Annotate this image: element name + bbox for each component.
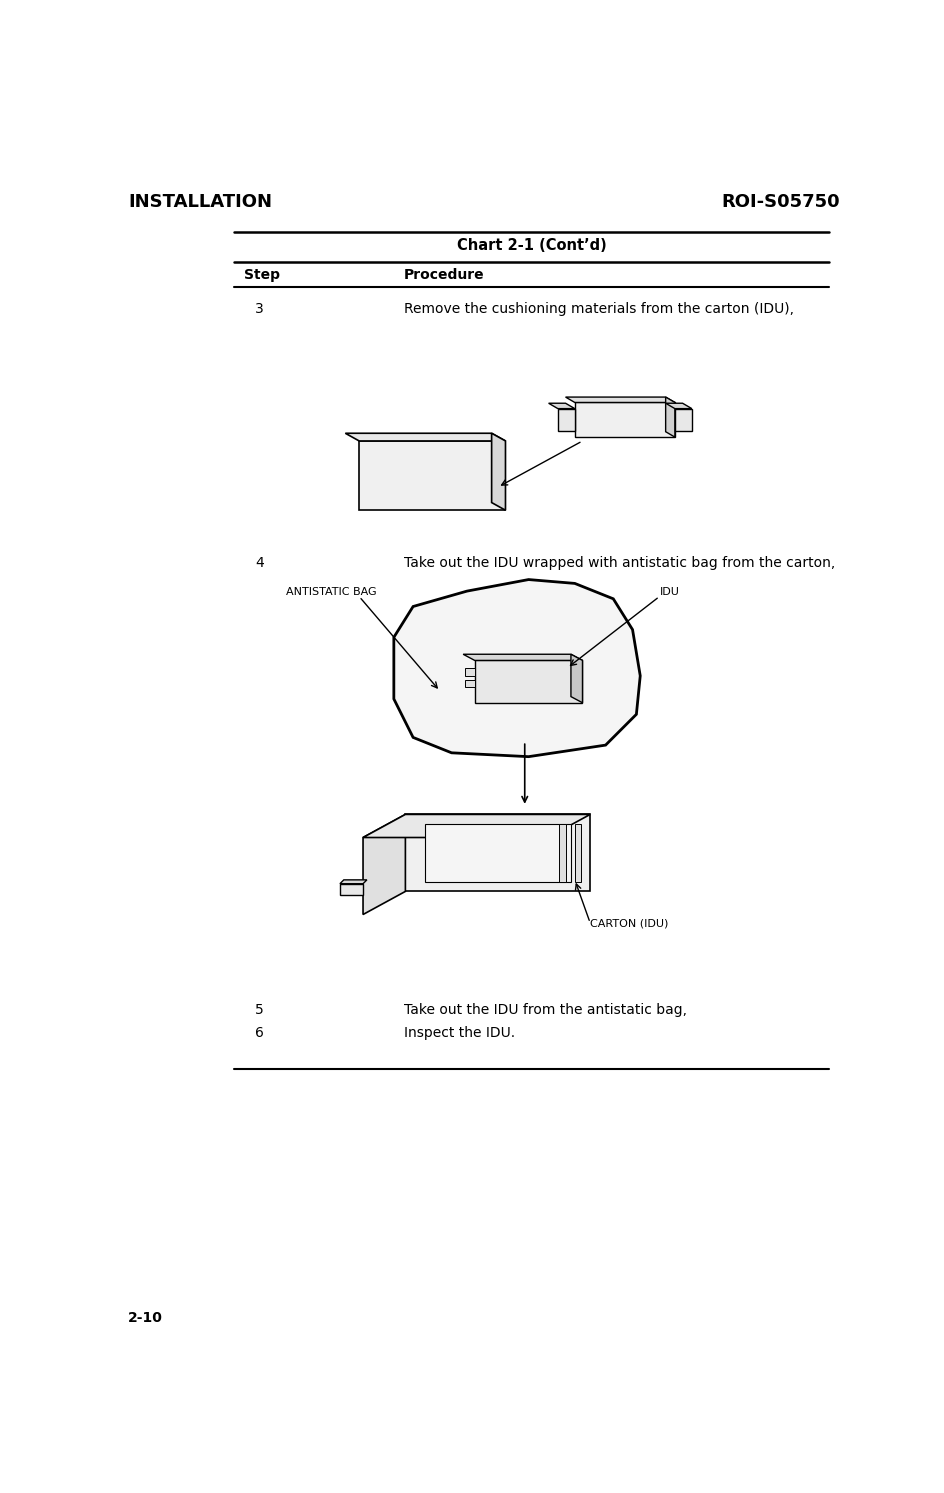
Text: ANTISTATIC BAG: ANTISTATIC BAG	[286, 587, 377, 597]
Text: IDU: IDU	[659, 587, 679, 597]
Polygon shape	[362, 814, 590, 838]
Polygon shape	[465, 667, 474, 676]
Text: Remove the cushioning materials from the carton (IDU),: Remove the cushioning materials from the…	[403, 303, 793, 317]
Text: 4: 4	[255, 557, 263, 570]
Polygon shape	[491, 433, 505, 511]
Polygon shape	[574, 824, 581, 882]
Text: Chart 2-1 (Cont’d): Chart 2-1 (Cont’d)	[456, 237, 606, 252]
Polygon shape	[345, 433, 505, 440]
Text: 2-10: 2-10	[128, 1311, 163, 1326]
Polygon shape	[362, 814, 405, 915]
Polygon shape	[394, 579, 640, 757]
Text: INSTALLATION: INSTALLATION	[128, 193, 272, 211]
Polygon shape	[557, 409, 574, 431]
Text: 5: 5	[255, 1003, 263, 1017]
Polygon shape	[665, 403, 691, 409]
Text: Take out the IDU wrapped with antistatic bag from the carton,: Take out the IDU wrapped with antistatic…	[403, 557, 834, 570]
Text: Take out the IDU from the antistatic bag,: Take out the IDU from the antistatic bag…	[403, 1003, 686, 1017]
Polygon shape	[548, 403, 574, 409]
Polygon shape	[340, 884, 362, 896]
Polygon shape	[405, 814, 590, 891]
Text: ROI-S05750: ROI-S05750	[721, 193, 839, 211]
Text: Procedure: Procedure	[403, 269, 484, 282]
Polygon shape	[465, 679, 474, 687]
Polygon shape	[474, 660, 582, 703]
Text: Step: Step	[244, 269, 279, 282]
Polygon shape	[665, 397, 674, 437]
Text: 6: 6	[255, 1026, 263, 1041]
Polygon shape	[559, 824, 565, 882]
Polygon shape	[424, 824, 570, 882]
Text: Inspect the IDU.: Inspect the IDU.	[403, 1026, 514, 1041]
Text: 3: 3	[255, 303, 263, 317]
Text: CARTON (IDU): CARTON (IDU)	[590, 918, 667, 929]
Polygon shape	[463, 654, 582, 660]
Polygon shape	[574, 403, 674, 437]
Polygon shape	[359, 440, 505, 511]
Polygon shape	[565, 397, 674, 403]
Polygon shape	[570, 654, 582, 703]
Polygon shape	[340, 879, 366, 884]
Polygon shape	[674, 409, 691, 431]
